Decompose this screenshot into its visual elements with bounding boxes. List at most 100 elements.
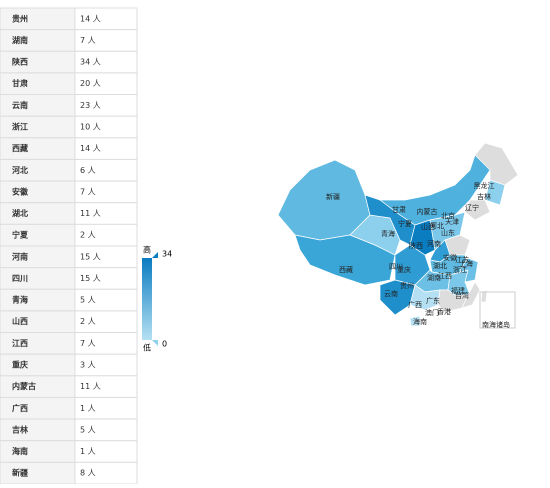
- gradient-bar: [142, 258, 152, 340]
- map-label: 广西: [408, 300, 422, 309]
- map-label: 云南: [384, 289, 398, 298]
- province-name: 湖北: [12, 208, 28, 218]
- map-label: 天津: [445, 218, 459, 226]
- map-label: 北京: [441, 211, 455, 220]
- province-count: 2 人: [80, 231, 96, 240]
- map-label: 南海诸岛: [482, 320, 510, 329]
- legend-max: 34: [162, 250, 172, 259]
- map-label: 香港: [437, 307, 451, 316]
- province-count: 14 人: [80, 14, 101, 23]
- map-label: 广东: [426, 296, 440, 305]
- province-count: 7 人: [80, 339, 96, 348]
- map-label: 青海: [381, 229, 395, 238]
- map-label: 西藏: [339, 265, 353, 274]
- map-label: 吉林: [477, 192, 491, 201]
- province-name: 重庆: [12, 360, 28, 370]
- province-count: 15 人: [80, 252, 101, 261]
- map-label: 甘肃: [392, 205, 406, 214]
- region: [461, 281, 481, 309]
- map-label: 福建: [451, 286, 465, 295]
- province-name: 青海: [12, 295, 28, 305]
- province-count: 1 人: [80, 404, 96, 413]
- inset-frame: [479, 291, 516, 329]
- region: [277, 159, 371, 241]
- map-label: 河南: [427, 239, 441, 248]
- map-label: 江苏: [455, 255, 469, 264]
- province-name: 湖南: [12, 35, 28, 45]
- province-name: 内蒙古: [12, 381, 36, 391]
- map-label: 海南: [413, 317, 427, 326]
- province-name: 山西: [12, 316, 28, 326]
- province-count: 2 人: [80, 317, 96, 326]
- legend-min: 0: [162, 340, 167, 349]
- province-count: 14 人: [80, 144, 101, 153]
- map-label: 重庆: [397, 265, 411, 274]
- handle: [152, 252, 158, 258]
- province-name: 浙江: [12, 122, 28, 132]
- province-name: 广西: [12, 403, 28, 413]
- map-label: 贵州: [400, 281, 414, 290]
- map-label: 辽宁: [465, 203, 479, 212]
- region: [437, 289, 469, 313]
- map-label: 湖北: [433, 261, 447, 270]
- province-name: 安徽: [12, 186, 29, 196]
- province-name: 吉林: [12, 424, 28, 434]
- legend-low: 低: [143, 343, 151, 353]
- province-name: 陕西: [12, 57, 28, 67]
- province-count: 11 人: [80, 209, 101, 218]
- map-label: 宁夏: [398, 219, 412, 228]
- map-label: 澳门: [425, 308, 439, 317]
- province-count: 23 人: [80, 101, 101, 110]
- province-name: 贵州: [12, 13, 28, 23]
- province-name: 河南: [12, 251, 28, 261]
- map-label: 陕西: [409, 241, 423, 250]
- province-name: 河北: [12, 165, 28, 175]
- map-label: 山东: [441, 228, 455, 237]
- handle: [152, 340, 158, 346]
- region: [484, 179, 506, 206]
- visual-map: 高 34 低 0: [142, 245, 172, 353]
- province-count: 34 人: [80, 58, 101, 67]
- map-label: 台湾: [455, 291, 469, 300]
- province-name: 甘肃: [12, 78, 28, 88]
- legend-high: 高: [143, 245, 151, 255]
- province-name: 海南: [12, 446, 28, 456]
- province-count: 5 人: [80, 425, 96, 434]
- province-count: 15 人: [80, 274, 101, 283]
- province-name: 新疆: [12, 468, 28, 478]
- province-name: 四川: [12, 274, 28, 283]
- province-count: 3 人: [80, 361, 96, 370]
- province-name: 云南: [12, 100, 28, 110]
- province-name: 西藏: [12, 143, 28, 153]
- region: [294, 234, 396, 286]
- map-label: 湖南: [427, 273, 441, 282]
- map-label: 新疆: [326, 192, 340, 201]
- region: [480, 289, 488, 303]
- table: 贵州 14 人湖南 7 人陕西 34 人甘肃 20 人云南 23 人浙江 10 人西藏 14 …: [0, 7, 138, 485]
- province-count: 1 人: [80, 447, 96, 456]
- province-count: 20 人: [80, 79, 101, 88]
- map-label: 内蒙古: [417, 207, 438, 216]
- region: [409, 315, 421, 327]
- map-label: 河北: [430, 222, 444, 230]
- china-map: [277, 142, 519, 327]
- province-count: 7 人: [80, 36, 96, 45]
- province-count: 6 人: [80, 166, 96, 175]
- map-label: 江西: [438, 272, 452, 280]
- province-count: 11 人: [80, 382, 101, 391]
- province-count: 10 人: [80, 123, 101, 132]
- map-label: 安徽: [443, 253, 457, 262]
- map-label: 上海: [459, 259, 473, 268]
- map-label: 四川: [389, 263, 403, 271]
- map-label: 黑龙江: [474, 181, 495, 190]
- province-name: 江西: [12, 338, 28, 348]
- province-count: 7 人: [80, 187, 96, 196]
- province-name: 宁夏: [12, 230, 29, 240]
- map-label: 山西: [421, 222, 435, 231]
- province-count: 5 人: [80, 296, 96, 305]
- province-count: 8 人: [80, 469, 96, 478]
- region: [464, 199, 491, 221]
